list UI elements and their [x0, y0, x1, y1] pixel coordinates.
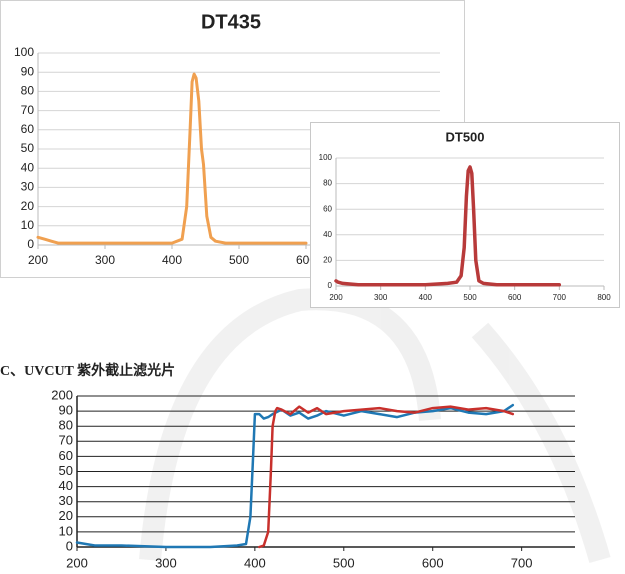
y-tick-label: 30 — [21, 180, 35, 194]
watermark — [139, 288, 611, 564]
watermark-stroke — [471, 322, 611, 564]
y-tick-label: 60 — [21, 122, 35, 136]
y-tick-label: 0 — [66, 538, 73, 553]
chart-uvcut: C、UVCUT 紫外截止滤光片 010203040506070809020020… — [0, 362, 575, 570]
x-tick-label: 800 — [597, 293, 611, 302]
y-tick-label: 60 — [59, 448, 73, 463]
x-tick-label: 400 — [162, 253, 182, 267]
x-tick-label: 300 — [374, 293, 388, 302]
x-tick-label: 300 — [155, 555, 177, 570]
x-tick-label: 500 — [229, 253, 249, 267]
chart-title: DT500 — [445, 129, 484, 144]
y-tick-label: 90 — [21, 64, 35, 78]
y-tick-label: 200 — [51, 387, 73, 402]
data-line — [36, 72, 308, 245]
y-tick-label: 80 — [323, 179, 332, 188]
x-tick-label: 500 — [333, 555, 355, 570]
y-tick-label: 30 — [59, 493, 73, 508]
x-tick-label: 600 — [508, 293, 522, 302]
y-tick-label: 40 — [59, 478, 73, 493]
x-tick-label: 200 — [28, 253, 48, 267]
y-tick-label: 100 — [319, 153, 333, 162]
y-tick-label: 80 — [59, 418, 73, 433]
x-tick-label: 400 — [244, 555, 266, 570]
data-line — [258, 405, 515, 549]
x-tick-label: 500 — [463, 293, 477, 302]
y-tick-label: 70 — [59, 433, 73, 448]
x-tick-label: 600 — [422, 555, 444, 570]
y-tick-label: 50 — [59, 463, 73, 478]
chart-title: DT435 — [201, 11, 261, 33]
y-tick-label: 40 — [323, 230, 332, 239]
x-tick-label: 300 — [95, 253, 115, 267]
y-tick-label: 0 — [27, 237, 34, 251]
chart-title: C、UVCUT 紫外截止滤光片 — [0, 362, 175, 379]
y-tick-label: 40 — [21, 160, 35, 174]
y-tick-label: 10 — [59, 523, 73, 538]
y-tick-label: 10 — [21, 218, 35, 232]
chart-dt500: DT500 0 20 40 60 80 100 200 300 400 500 600 700 800 — [310, 122, 620, 308]
x-tick-label: 200 — [66, 555, 88, 570]
y-tick-label: 100 — [14, 45, 34, 59]
y-tick-label: 70 — [21, 103, 35, 117]
x-tick-label: 400 — [419, 293, 433, 302]
y-tick-label: 60 — [323, 204, 332, 213]
watermark-stroke — [139, 288, 441, 561]
y-tick-label: 20 — [59, 508, 73, 523]
x-tick-label: 200 — [329, 293, 343, 302]
y-tick-label: 50 — [21, 141, 35, 155]
x-tick-label: 700 — [553, 293, 567, 302]
y-tick-label: 20 — [323, 256, 332, 265]
x-tick-label: 700 — [511, 555, 533, 570]
y-tick-label: 20 — [21, 199, 35, 213]
y-tick-label: 0 — [328, 281, 333, 290]
data-line — [334, 165, 562, 287]
y-tick-label: 80 — [21, 84, 35, 98]
y-tick-label: 90 — [59, 403, 73, 418]
